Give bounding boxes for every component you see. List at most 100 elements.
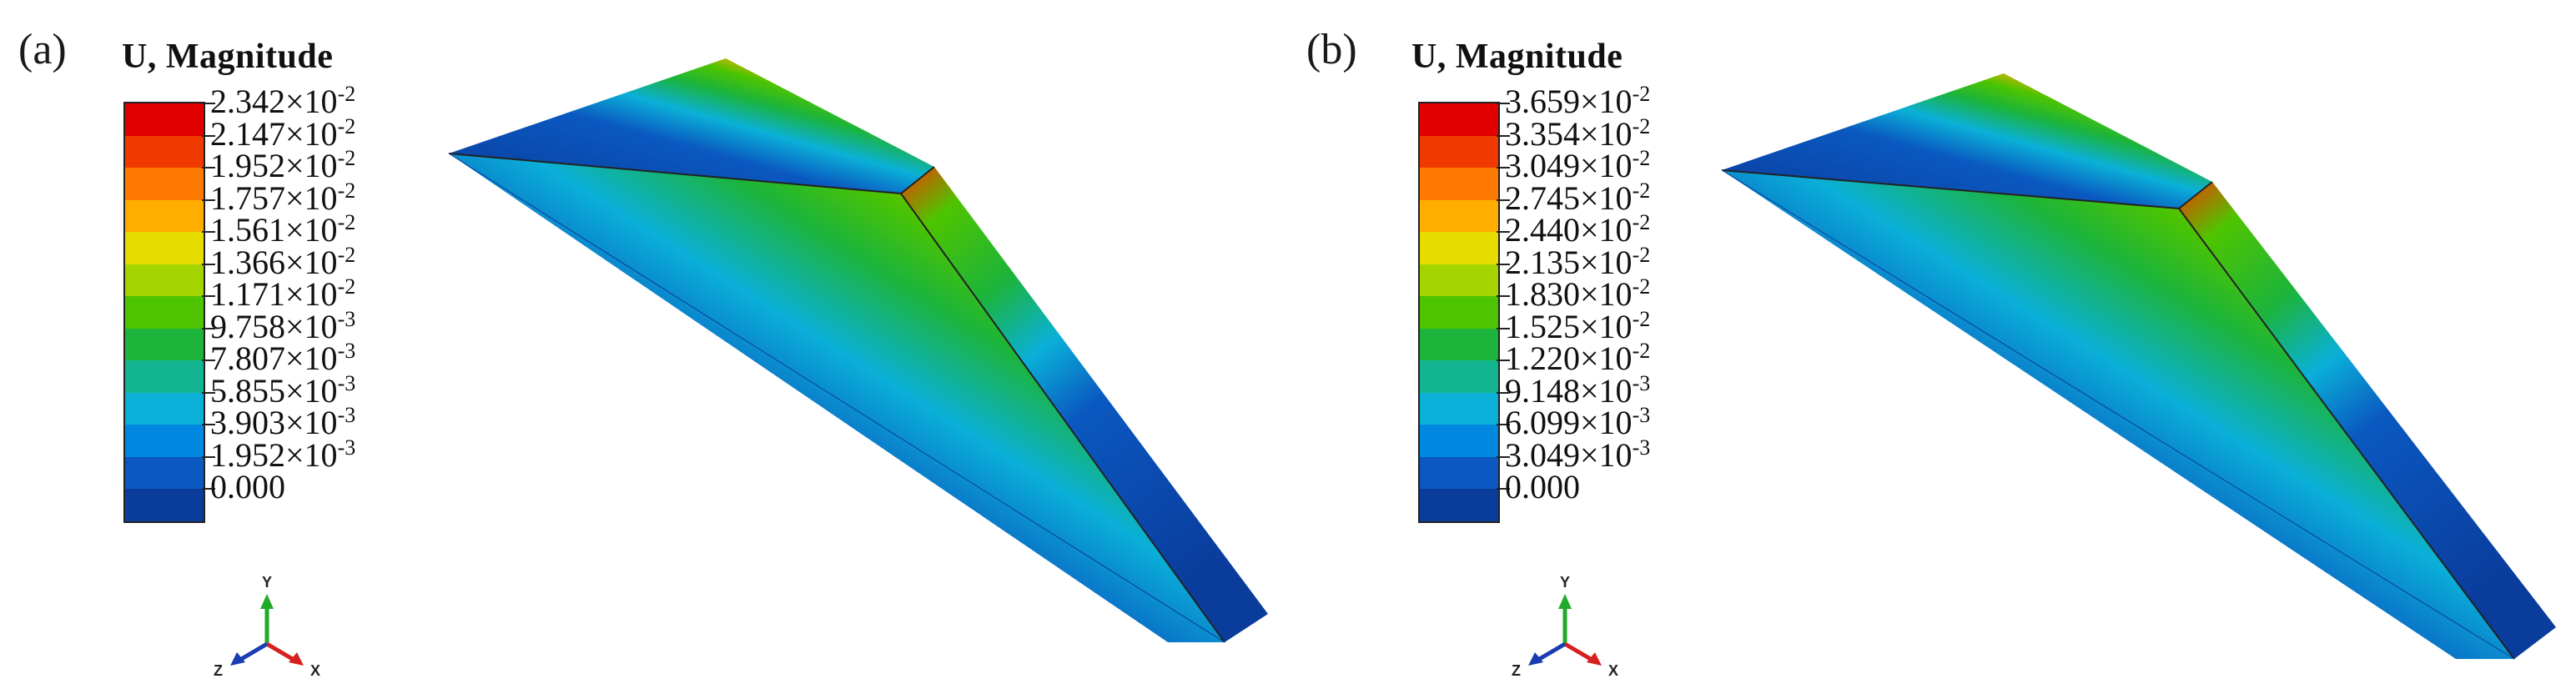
color-bar-segment: [125, 264, 204, 296]
legend-value: 1.525×10-2: [1505, 307, 1650, 345]
legend-value-exponent: -3: [337, 370, 356, 395]
legend-value-exponent: -3: [337, 435, 356, 460]
legend-value: 9.148×10-3: [1505, 371, 1650, 410]
legend-value-exponent: -2: [337, 242, 356, 267]
color-bar-segment: [125, 232, 204, 264]
color-bar-segment: [1420, 392, 1498, 425]
legend-value-exponent: -2: [337, 113, 356, 138]
legend-tick: [202, 295, 215, 297]
legend-value-mantissa: 3.049: [1505, 147, 1580, 184]
legend-value-exponent: -2: [337, 210, 356, 234]
legend-title: U, Magnitude: [122, 38, 334, 76]
legend-value-base: ×10: [1580, 404, 1633, 441]
legend-value-exponent: -2: [337, 274, 356, 299]
legend-value-mantissa: 7.807: [210, 339, 285, 377]
color-bar-segment: [1420, 360, 1498, 393]
legend-title: U, Magnitude: [1411, 38, 1623, 76]
color-bar-segment: [1420, 425, 1498, 457]
legend-value-base: ×10: [285, 83, 338, 120]
legend-value: 3.049×10-2: [1505, 147, 1650, 184]
deformed-model-view: [1721, 73, 2556, 660]
legend-value-base: ×10: [1580, 243, 1633, 281]
legend-value: 2.135×10-2: [1505, 242, 1651, 281]
legend-tick: [202, 103, 215, 104]
legend-value-exponent: -2: [1632, 242, 1651, 267]
legend-tick: [1497, 263, 1510, 265]
legend-tick: [202, 360, 215, 361]
legend-value: 2.745×10-2: [1505, 179, 1650, 217]
panel-label: (b): [1306, 26, 1357, 73]
legend-value-mantissa: 1.171: [210, 275, 285, 313]
legend-value: 3.903×10-3: [210, 403, 356, 440]
color-bar-segment: [125, 168, 204, 200]
legend-value-exponent: -2: [1632, 82, 1651, 106]
color-bar-segment: [1420, 264, 1498, 296]
color-bar-segment: [125, 199, 204, 232]
color-bar-segment: [1420, 168, 1498, 200]
legend-value: 9.758×10-3: [210, 307, 355, 345]
legend-value: 2.440×10-2: [1505, 211, 1650, 249]
legend-tick: [1497, 167, 1510, 168]
legend-tick: [202, 327, 215, 329]
axis-y-label: Y: [1560, 574, 1570, 591]
axis-triad: Y X Z: [214, 574, 320, 679]
legend-value: 1.830×10-2: [1505, 275, 1650, 313]
legend-value-mantissa: 1.525: [1505, 307, 1580, 345]
legend-tick: [202, 199, 215, 201]
legend-value-mantissa: 3.659: [1505, 83, 1580, 120]
legend-tick: [1497, 327, 1510, 329]
legend-value: 7.807×10-3: [210, 339, 355, 377]
legend-value-exponent: -2: [1632, 339, 1651, 363]
axis-triad: Y X Z: [1512, 574, 1618, 679]
legend-value: 0.000: [210, 470, 285, 504]
legend-value: 6.099×10-3: [1505, 403, 1651, 441]
legend-value-exponent: -2: [1632, 274, 1651, 299]
legend-tick: [202, 424, 215, 425]
legend-value-base: ×10: [1580, 275, 1633, 313]
legend-value-base: ×10: [1580, 371, 1633, 410]
legend-value-exponent: -2: [337, 178, 356, 203]
legend-value-mantissa: 9.758: [210, 307, 285, 345]
legend-value-mantissa: 2.440: [1505, 211, 1580, 249]
legend-value-base: ×10: [285, 435, 338, 474]
legend-tick: [1497, 360, 1510, 361]
legend-value: 1.952×10-2: [210, 148, 355, 183]
color-bar-segment: [125, 135, 204, 168]
legend-value-mantissa: 2.342: [210, 83, 285, 120]
legend-value: 2.342×10-2: [210, 83, 355, 120]
legend-value-exponent: -3: [337, 403, 356, 427]
legend-value-base: ×10: [1580, 211, 1633, 249]
legend-tick: [202, 455, 215, 458]
legend-value: 1.757×10-2: [210, 178, 356, 217]
color-bar-segment: [1420, 199, 1498, 232]
color-bar-segment: [1420, 296, 1498, 329]
color-bar-segment: [125, 103, 204, 136]
legend-value-mantissa: 1.757: [210, 179, 285, 217]
legend-tick: [202, 488, 215, 490]
legend-tick: [1497, 488, 1510, 490]
legend-value-base: ×10: [1580, 339, 1633, 377]
color-bar-segment: [1420, 135, 1498, 168]
legend-tick: [1497, 391, 1510, 394]
legend-tick: [1497, 134, 1510, 137]
color-bar-segment: [125, 360, 204, 393]
axis-x-label: X: [1608, 662, 1618, 679]
legend-value-exponent: -2: [1632, 210, 1651, 234]
legend-value: 0.000: [1505, 470, 1580, 504]
legend-value: 3.354×10-2: [1505, 114, 1650, 153]
legend-value: 1.366×10-2: [210, 242, 356, 279]
color-bar-segment: [125, 425, 204, 457]
legend-value-mantissa: 3.354: [1505, 114, 1580, 153]
model-top-face: [449, 58, 934, 194]
legend-value-mantissa: 6.099: [1505, 404, 1580, 441]
legend-value-exponent: -3: [1632, 403, 1651, 427]
legend-value-mantissa: 9.148: [1505, 371, 1580, 410]
legend-value-mantissa: 2.745: [1505, 179, 1580, 217]
legend-tick: [202, 391, 215, 394]
legend-value-base: ×10: [285, 275, 338, 313]
color-bar-segment: [1420, 456, 1498, 489]
deformed-model-view: [448, 58, 1268, 643]
color-bar-segment: [125, 456, 204, 489]
axis-z-label: Z: [1512, 662, 1521, 679]
color-bar-segment: [125, 489, 204, 521]
